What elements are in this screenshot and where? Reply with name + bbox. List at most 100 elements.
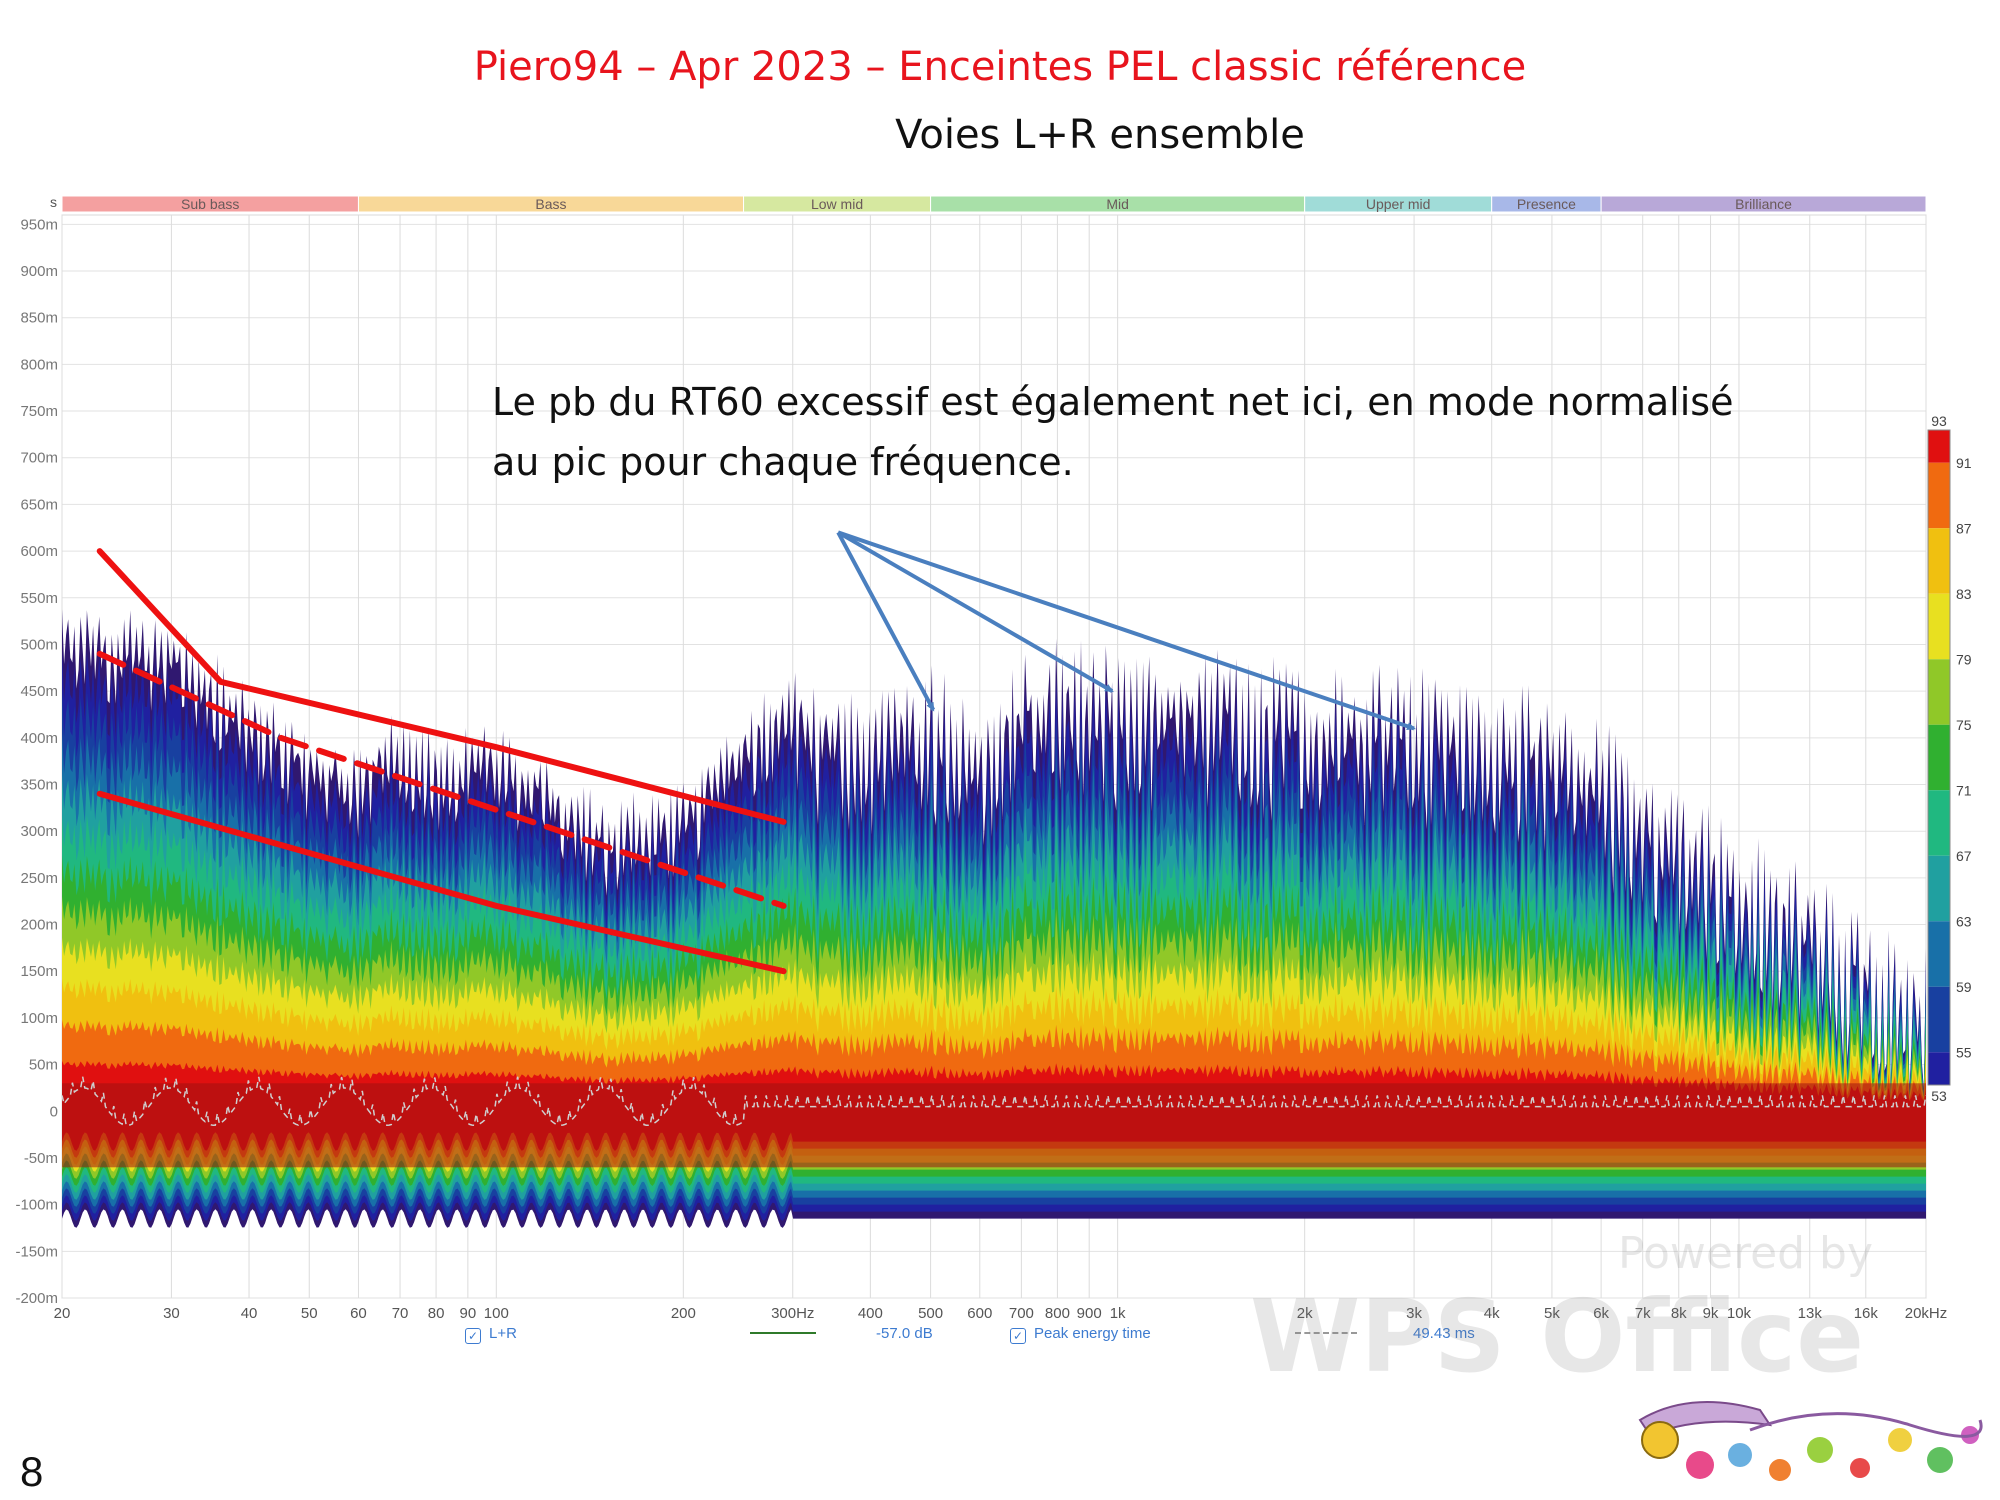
band-label: Mid: [1106, 196, 1129, 212]
red-overlay-lines: [96, 548, 787, 975]
x-tick-label: 16k: [1854, 1305, 1879, 1322]
x-tick-label: 50: [301, 1305, 318, 1322]
y-tick-label: -100m: [15, 1197, 58, 1214]
y-tick-label: 400m: [20, 730, 58, 747]
annotation-arrow: [837, 530, 1416, 731]
x-tick-label: 7k: [1635, 1305, 1651, 1322]
x-tick-label: 300Hz: [771, 1305, 814, 1322]
x-tick-label: 20: [54, 1305, 71, 1322]
colorbar-tick-label: 75: [1956, 717, 1972, 733]
colorbar-tick-label: 83: [1956, 586, 1972, 602]
peak-energy-line: [61, 1076, 1927, 1127]
band-label: Bass: [535, 196, 566, 212]
colorbar-segment: [1928, 593, 1950, 660]
y-tick-label: -200m: [15, 1290, 58, 1307]
x-tick-label: 70: [392, 1305, 409, 1322]
legend-time: 49.43 ms: [1295, 1325, 1475, 1342]
x-tick-labels: 20 30 40 50 60 70 80 90 100 200 300Hz 400 500 600 700 8…: [54, 1305, 1948, 1322]
y-unit-label: s: [50, 194, 57, 210]
colorbar-segment: [1928, 462, 1950, 529]
y-tick-label: -150m: [15, 1243, 58, 1260]
colorbar-segment: [1928, 921, 1950, 987]
colorbar-segment: [1928, 790, 1950, 856]
y-tick-label: 700m: [20, 450, 58, 467]
colorbar-tick-label: 79: [1956, 651, 1972, 667]
y-tick-label: 250m: [20, 870, 58, 887]
y-tick-label: 100m: [20, 1010, 58, 1027]
x-tick-label: 90: [460, 1305, 477, 1322]
x-tick-label: 800: [1045, 1305, 1070, 1322]
colorbar-tick-label: 91: [1956, 455, 1972, 471]
x-tick-label: 4k: [1484, 1305, 1500, 1322]
colorbar-segment: [1928, 528, 1950, 594]
colorbar-frame: [1927, 429, 1951, 1086]
y-tick-label: 450m: [20, 683, 58, 700]
y-tick-label: -50m: [24, 1150, 58, 1167]
y-tick-label: 900m: [20, 263, 58, 280]
x-tick-label: 3k: [1406, 1305, 1422, 1322]
y-tick-label: 300m: [20, 823, 58, 840]
checkbox-icon[interactable]: ✓: [1010, 1328, 1026, 1344]
y-tick-labels: 950m 900m 850m 800m 750m 700m 650m 600m 550m 500m…: [15, 216, 58, 1307]
colorbar-tick-label: 53: [1931, 1088, 1947, 1104]
colorbar-segment: [1928, 855, 1950, 922]
legend-peak-label: Peak energy time: [1034, 1325, 1151, 1342]
x-tick-label: 9k: [1703, 1305, 1719, 1322]
y-tick-label: 0: [50, 1103, 58, 1120]
legend-peak-toggle[interactable]: ✓ Peak energy time: [1010, 1325, 1151, 1344]
dashed-line-swatch: [1295, 1332, 1357, 1334]
annotation-line-2: au pic pour chaque fréquence.: [492, 440, 1074, 484]
colorbar-segment: [1928, 659, 1950, 725]
legend-series-name: L+R: [489, 1325, 517, 1342]
band-label: Low mid: [811, 196, 863, 212]
band-label: Presence: [1517, 196, 1576, 212]
y-tick-label: 750m: [20, 403, 58, 420]
x-tick-label: 8k: [1671, 1305, 1687, 1322]
x-tick-label: 1k: [1110, 1305, 1126, 1322]
x-tick-label: 13k: [1798, 1305, 1823, 1322]
x-tick-label: 40: [241, 1305, 258, 1322]
legend-level-value: -57.0 dB: [876, 1325, 933, 1342]
x-tick-label: 5k: [1544, 1305, 1560, 1322]
colorbar-segment: [1928, 986, 1950, 1053]
y-tick-label: 950m: [20, 216, 58, 233]
legend-series-toggle[interactable]: ✓ L+R: [465, 1325, 517, 1344]
colorbar-segment: [1928, 430, 1950, 463]
band-brilliance: [1600, 195, 1927, 213]
x-tick-label: 30: [163, 1305, 180, 1322]
y-tick-label: 200m: [20, 917, 58, 934]
colorbar-tick-label: 55: [1956, 1044, 1972, 1060]
y-tick-label: 600m: [20, 543, 58, 560]
y-tick-label: 500m: [20, 636, 58, 653]
colorbar-tick-label: 59: [1956, 979, 1972, 995]
colorbar-tick-label: 67: [1956, 848, 1972, 864]
colorbar-tick-label: 87: [1956, 520, 1972, 536]
y-tick-label: 850m: [20, 310, 58, 327]
annotation-line-1: Le pb du RT60 excessif est également net…: [492, 380, 1734, 424]
x-tick-label: 500: [918, 1305, 943, 1322]
y-tick-label: 350m: [20, 777, 58, 794]
band-label: Upper mid: [1366, 196, 1431, 212]
colorbar-tick-label: 63: [1956, 913, 1972, 929]
watermark-line-1: Powered by: [1618, 1228, 1874, 1279]
y-tick-label: 800m: [20, 356, 58, 373]
cartoon-logo: [1638, 1401, 1983, 1481]
red-overlay-line: [96, 650, 787, 909]
peak-line-swatch: [750, 1332, 816, 1334]
x-tick-label: 200: [671, 1305, 696, 1322]
colorbar: 93 91 87 83 79 75 71 67 63 59 55 53: [1927, 413, 1972, 1104]
x-tick-label: 80: [428, 1305, 445, 1322]
band-label: Brilliance: [1735, 196, 1792, 212]
x-tick-label: 400: [858, 1305, 883, 1322]
x-tick-label: 2k: [1297, 1305, 1313, 1322]
x-tick-label: 900: [1077, 1305, 1102, 1322]
slide-title: Piero94 – Apr 2023 – Enceintes PEL class…: [473, 44, 1527, 90]
waterfall-layers: [61, 609, 1927, 1228]
band-label: Sub bass: [181, 196, 239, 212]
annotation-arrow: [837, 530, 1114, 693]
checkbox-icon[interactable]: ✓: [465, 1328, 481, 1344]
x-tick-label: 600: [967, 1305, 992, 1322]
y-tick-label: 50m: [29, 1057, 58, 1074]
x-tick-label: 100: [484, 1305, 509, 1322]
